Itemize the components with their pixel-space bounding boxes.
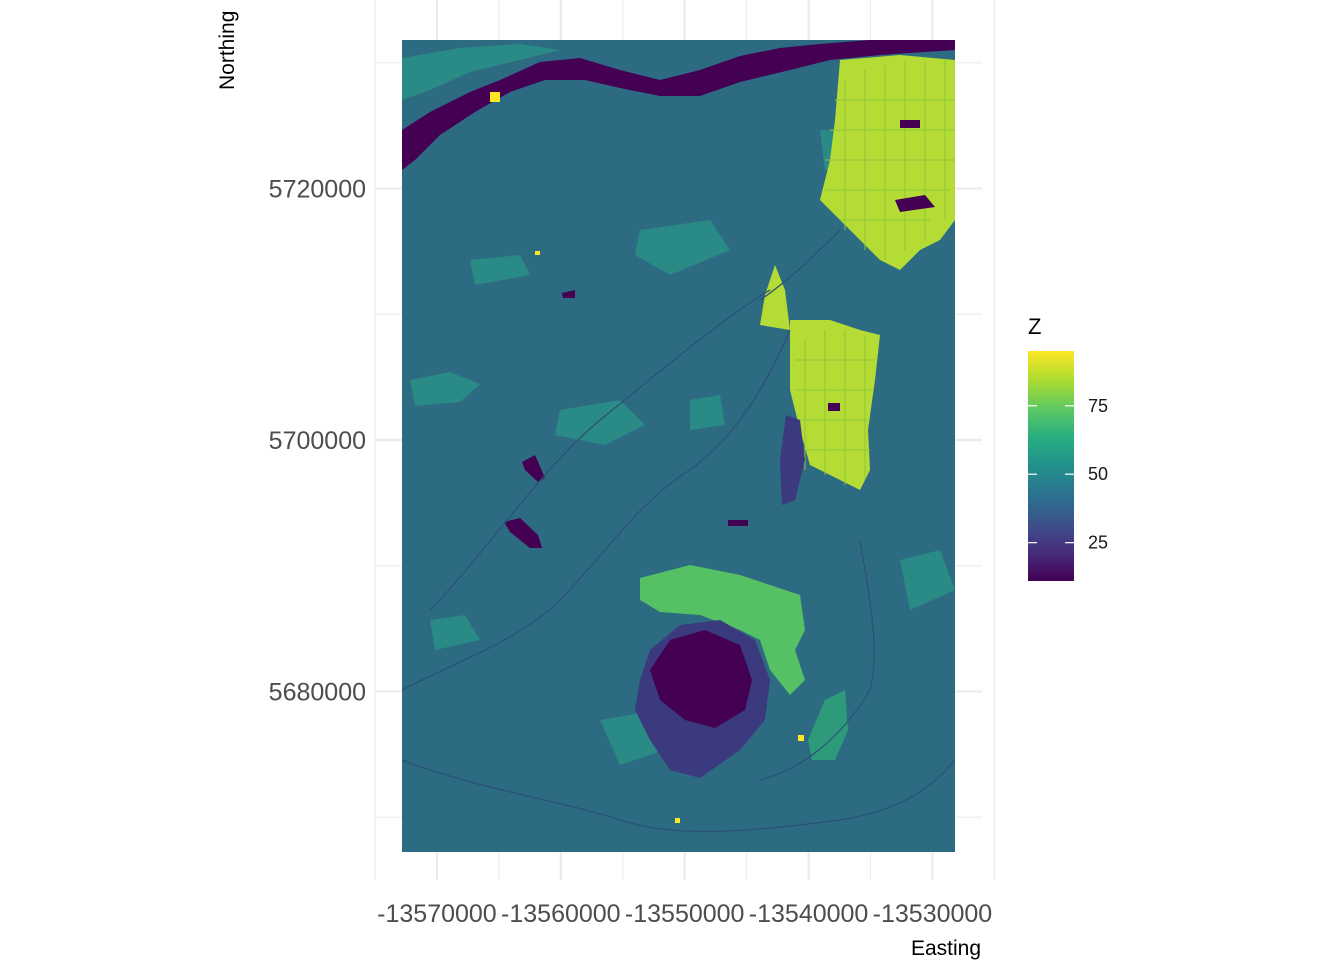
urban-grid <box>795 60 955 485</box>
x-tick-label: -13570000 <box>377 900 497 928</box>
legend: Z 25 50 75 <box>1028 314 1108 581</box>
x-axis: -13570000 -13560000 -13550000 -13540000 -135… <box>377 900 992 928</box>
y-axis: 5680000 5700000 5720000 <box>269 176 366 707</box>
urban-area-wedge <box>760 265 790 330</box>
urban-area-north <box>820 55 955 270</box>
river <box>402 40 955 170</box>
x-tick-label: -13540000 <box>749 900 869 928</box>
x-tick-label: -13550000 <box>625 900 745 928</box>
y-tick-label: 5680000 <box>269 678 366 706</box>
streams <box>402 229 955 833</box>
lake-4 <box>728 520 748 526</box>
legend-label: 25 <box>1088 533 1108 553</box>
x-tick-label: -13560000 <box>501 900 621 928</box>
raster-map <box>402 40 955 852</box>
y-tick-label: 5720000 <box>269 176 366 204</box>
wetland <box>780 415 805 505</box>
valley-strip <box>402 44 560 100</box>
y-tick-label: 5700000 <box>269 427 366 455</box>
lake-3 <box>562 290 575 298</box>
legend-colorbar <box>1028 351 1074 581</box>
x-tick-label: -13530000 <box>873 900 993 928</box>
legend-title: Z <box>1028 314 1041 339</box>
x-axis-title: Easting <box>911 937 981 960</box>
legend-label: 75 <box>1088 396 1108 416</box>
bright-specks <box>490 92 804 823</box>
mountain-peak <box>650 630 752 728</box>
legend-label: 50 <box>1088 464 1108 484</box>
meadows <box>640 565 805 695</box>
lake-2 <box>504 518 542 548</box>
ridge-patch <box>808 690 848 760</box>
lake-1 <box>522 455 545 482</box>
y-axis-title: Northing <box>216 11 239 90</box>
legend-ticks: 25 50 75 <box>1028 396 1108 553</box>
